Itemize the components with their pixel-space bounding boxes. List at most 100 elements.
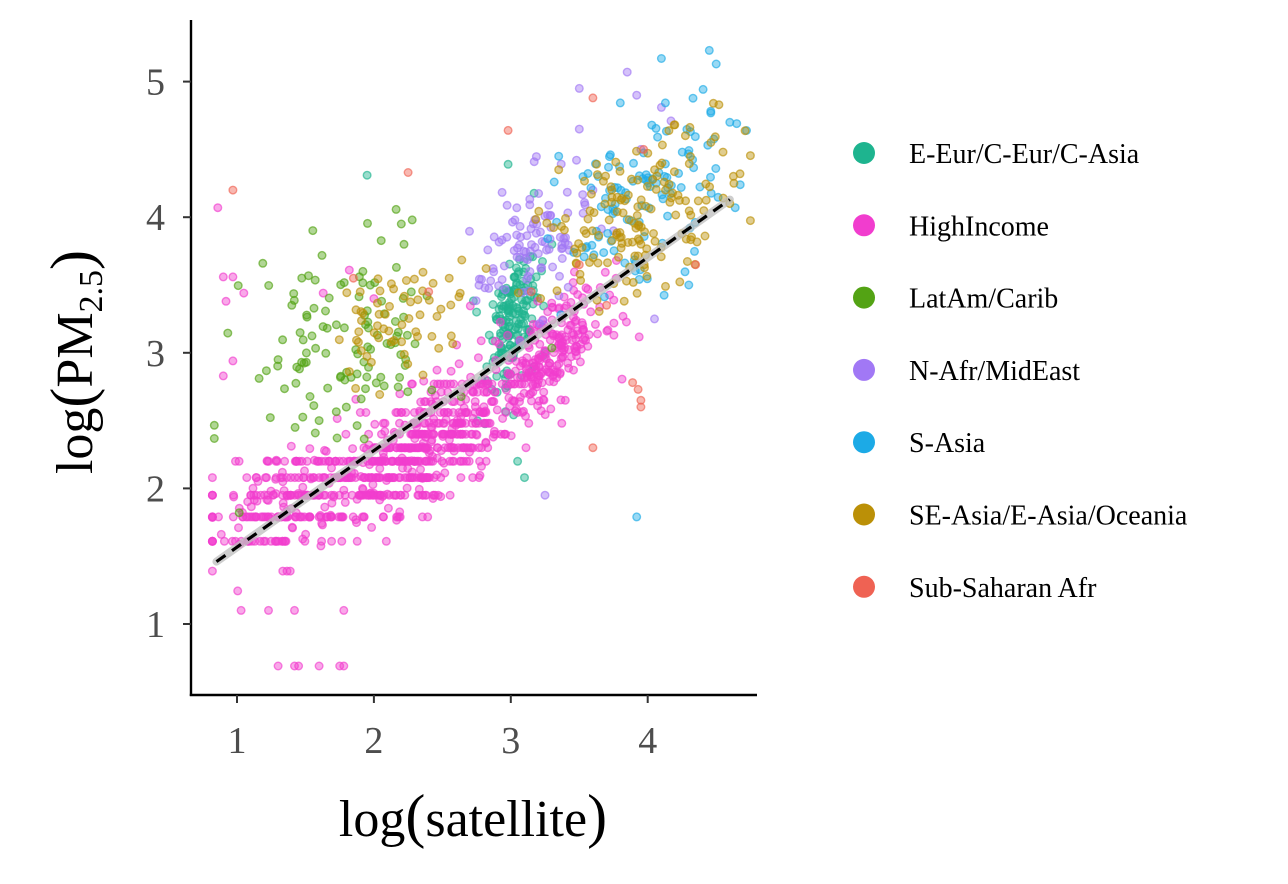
data-point <box>574 260 584 270</box>
data-point <box>424 295 434 305</box>
data-point <box>494 339 504 349</box>
data-point <box>404 443 414 453</box>
data-point <box>547 298 557 308</box>
data-point <box>468 473 478 483</box>
data-point <box>472 307 482 317</box>
data-point <box>524 418 534 428</box>
data-point <box>552 286 562 296</box>
data-point <box>690 246 700 256</box>
data-point <box>374 333 384 343</box>
data-point <box>603 325 613 335</box>
data-point <box>544 244 554 254</box>
data-point <box>650 314 660 324</box>
data-point <box>526 287 536 297</box>
data-point <box>535 339 545 349</box>
data-point <box>371 378 381 388</box>
fit-line <box>215 198 731 563</box>
data-point <box>358 278 368 288</box>
data-point <box>307 331 317 341</box>
data-point <box>649 228 659 238</box>
data-point <box>449 443 459 453</box>
x-tick-label: 3 <box>501 720 520 762</box>
data-point <box>376 372 386 382</box>
data-point <box>352 421 362 431</box>
data-point <box>389 473 399 483</box>
data-point <box>361 384 371 394</box>
data-point <box>352 518 362 528</box>
data-point <box>262 456 272 466</box>
data-point <box>475 456 485 466</box>
data-point <box>512 230 522 240</box>
data-point <box>278 477 288 487</box>
data-point <box>480 418 490 428</box>
data-point <box>557 253 567 263</box>
data-point <box>299 473 309 483</box>
data-point <box>572 351 582 361</box>
series-n-afr-mideast <box>465 67 676 500</box>
data-point <box>483 245 493 255</box>
data-point <box>653 132 663 142</box>
data-point <box>528 381 538 391</box>
data-point <box>420 490 430 500</box>
data-point <box>611 157 621 167</box>
data-point <box>379 490 389 500</box>
data-point <box>599 292 609 302</box>
data-point <box>745 216 755 226</box>
data-point <box>458 429 468 439</box>
data-point <box>399 239 409 249</box>
x-tick-label: 4 <box>638 720 657 762</box>
data-point <box>397 320 407 330</box>
data-point <box>609 295 619 305</box>
data-point <box>525 194 535 204</box>
data-point <box>351 383 361 393</box>
data-point <box>454 408 464 418</box>
data-point <box>547 343 557 353</box>
data-point <box>497 187 507 197</box>
data-point <box>261 366 271 376</box>
data-point <box>521 364 531 374</box>
data-point <box>362 306 372 316</box>
data-point <box>636 195 646 205</box>
data-point <box>633 384 643 394</box>
data-point <box>289 295 299 305</box>
data-point <box>574 239 584 249</box>
data-point <box>407 379 417 389</box>
data-point <box>537 263 547 273</box>
data-point <box>403 359 413 369</box>
data-point <box>344 265 354 275</box>
data-point <box>448 339 458 349</box>
data-point <box>489 429 499 439</box>
data-point <box>588 93 598 103</box>
data-point <box>314 416 324 426</box>
data-point <box>334 335 344 345</box>
data-point <box>299 512 309 522</box>
data-point <box>711 163 721 173</box>
data-point <box>407 456 417 466</box>
data-point <box>339 485 349 495</box>
data-point <box>399 291 409 301</box>
data-point <box>424 287 434 297</box>
y-tick-label: 5 <box>146 62 165 104</box>
data-point <box>315 510 325 520</box>
y-axis-title-base: PM <box>47 312 104 387</box>
y-axis-title-open-paren: ( <box>39 388 105 408</box>
data-point <box>515 252 525 262</box>
data-point <box>512 203 522 213</box>
data-point <box>393 382 403 392</box>
data-point <box>256 512 266 522</box>
data-point <box>586 183 596 193</box>
data-point <box>359 473 369 483</box>
data-point <box>254 373 264 383</box>
data-point <box>685 151 695 161</box>
y-tick-label: 3 <box>146 333 165 375</box>
data-point <box>365 280 375 290</box>
data-point <box>266 536 276 546</box>
data-point <box>503 368 513 378</box>
data-point <box>605 152 615 162</box>
data-point <box>642 181 652 191</box>
data-point <box>465 226 475 236</box>
data-point <box>318 322 328 332</box>
data-point <box>423 429 433 439</box>
data-point <box>690 132 700 142</box>
data-point <box>669 167 679 177</box>
